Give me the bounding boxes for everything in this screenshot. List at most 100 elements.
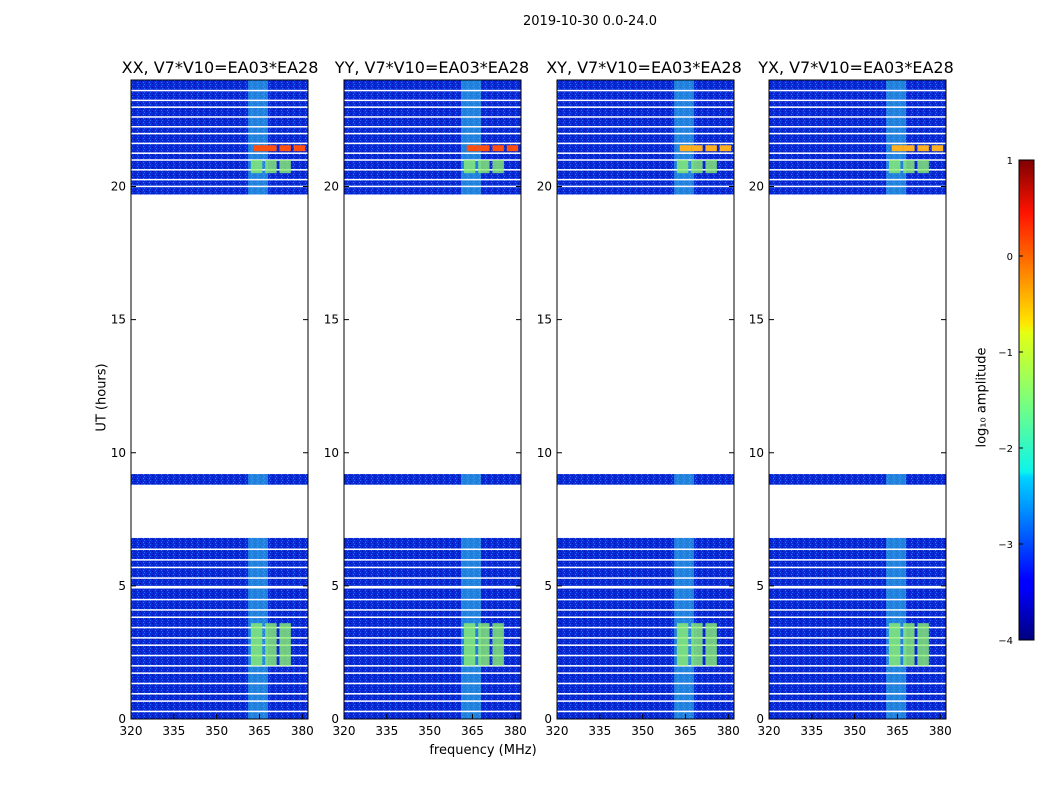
axes-frame: [343, 79, 522, 720]
x-tick-label: 335: [162, 724, 185, 738]
gap-line: [344, 616, 521, 618]
panel-title-yx: YX, V7*V10=EA03*EA28: [758, 58, 954, 77]
gap-line: [769, 106, 946, 108]
gap-line: [344, 637, 521, 639]
gap-line: [344, 126, 521, 128]
gap-line: [344, 178, 521, 181]
x-axis-label: frequency (MHz): [429, 743, 537, 758]
gap-line: [344, 700, 521, 702]
x-tick-label: 365: [461, 724, 484, 738]
gap-line: [557, 665, 734, 667]
gap-line: [557, 142, 734, 145]
gap-line: [131, 626, 308, 629]
panel-yx: 320 335 350 365 380 0 5 10 15 20: [749, 79, 952, 738]
rfi-burst: [492, 623, 504, 666]
rfi-burst: [478, 159, 490, 174]
gap-line: [769, 609, 946, 611]
gap-line: [131, 132, 308, 135]
gap-line: [131, 126, 308, 128]
gap-line: [131, 548, 308, 551]
gap-line: [557, 169, 734, 171]
y-tick-label: 5: [331, 579, 339, 593]
rfi-peak: [931, 145, 944, 152]
gap-line: [557, 693, 734, 695]
rfi-peak: [253, 145, 266, 152]
gap-line: [769, 616, 946, 618]
colorbar-tick-label: −2: [998, 444, 1013, 455]
rfi-burst: [705, 159, 717, 174]
gap-line: [131, 106, 308, 108]
rfi-burst: [691, 623, 703, 666]
gap-line: [344, 106, 521, 108]
y-tick-label: 20: [111, 180, 126, 194]
gap-line: [344, 693, 521, 695]
rfi-peak: [466, 145, 479, 152]
gap-line: [344, 609, 521, 611]
gap-line: [769, 672, 946, 674]
rfi-band: [674, 474, 695, 485]
rfi-peak: [279, 145, 291, 152]
rfi-burst: [250, 623, 263, 666]
panel-xy: 320 335 350 365 380 0 5 10 15 20: [537, 79, 740, 738]
gap-line: [557, 89, 734, 92]
gap-line: [344, 672, 521, 674]
gap-line: [344, 99, 521, 102]
gap-line: [769, 626, 946, 629]
gap-line: [131, 700, 308, 702]
gap-line: [557, 700, 734, 702]
gap-line: [557, 106, 734, 108]
data-block: [131, 80, 308, 195]
y-tick-label: 10: [324, 446, 339, 460]
gap-line: [131, 644, 308, 646]
gap-line: [131, 665, 308, 667]
figure-title: 2019-10-30 0.0-24.0: [523, 14, 657, 29]
gap-line: [131, 99, 308, 102]
gap-line: [557, 99, 734, 102]
y-tick-label: 5: [544, 579, 552, 593]
gap-line: [557, 609, 734, 611]
y-tick-label: 15: [749, 313, 764, 327]
rfi-band: [248, 80, 269, 195]
gap-line: [131, 637, 308, 639]
gap-line: [769, 132, 946, 135]
x-tick-label: 380: [504, 724, 527, 738]
gap-line: [344, 169, 521, 171]
y-tick-label: 0: [756, 712, 764, 726]
gap-line: [131, 89, 308, 92]
rfi-band: [461, 474, 482, 485]
gap-line: [131, 142, 308, 145]
x-tick-label: 335: [588, 724, 611, 738]
rfi-band: [886, 80, 907, 195]
y-tick-label: 5: [118, 579, 126, 593]
gap-line: [557, 178, 734, 181]
gap-line: [131, 710, 308, 713]
axes-frame: [556, 79, 735, 720]
colorbar-tick-label: 1: [1007, 156, 1013, 167]
x-tick-label: 320: [333, 724, 356, 738]
gap-line: [557, 577, 734, 579]
gap-line: [769, 665, 946, 667]
gap-line: [769, 710, 946, 713]
gap-line: [131, 152, 308, 154]
y-tick-label: 10: [749, 446, 764, 460]
gap-line: [769, 169, 946, 171]
rfi-burst: [888, 159, 901, 174]
x-tick-label: 380: [717, 724, 740, 738]
gap-line: [344, 710, 521, 713]
gap-line: [769, 700, 946, 702]
rfi-burst: [888, 623, 901, 666]
data-block: [344, 80, 521, 195]
gap-line: [769, 126, 946, 128]
gap-line: [344, 89, 521, 92]
gap-line: [557, 710, 734, 713]
x-tick-label: 365: [674, 724, 697, 738]
gap-line: [769, 548, 946, 551]
rfi-peak: [265, 145, 277, 152]
rfi-burst: [676, 623, 689, 666]
rfi-peak: [478, 145, 490, 152]
gap-line: [769, 116, 946, 118]
gap-line: [344, 132, 521, 135]
rfi-burst: [917, 159, 929, 174]
gap-line: [769, 644, 946, 646]
gap-line: [557, 185, 734, 188]
